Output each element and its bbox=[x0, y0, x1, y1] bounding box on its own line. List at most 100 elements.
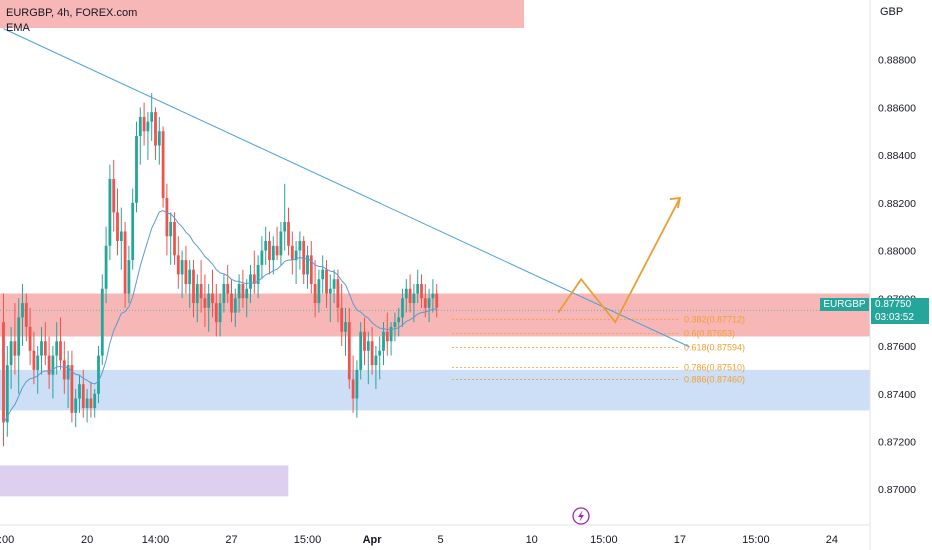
candle-body bbox=[119, 231, 123, 242]
time-tick-label: 14:00 bbox=[142, 534, 170, 546]
candle-body bbox=[245, 288, 249, 299]
candle-body bbox=[40, 341, 43, 356]
candle-body bbox=[287, 221, 290, 246]
time-axis: 4:00 20 14:00 27 15:00 Apr 5 10 15:00 17 15:00 24 bbox=[0, 534, 838, 546]
candle-body bbox=[294, 250, 298, 261]
candle-body bbox=[325, 269, 328, 294]
candle-body bbox=[385, 331, 389, 342]
candle-body bbox=[17, 317, 21, 356]
candle-body bbox=[344, 322, 347, 332]
candle-body bbox=[283, 221, 287, 232]
candle-body bbox=[404, 288, 408, 299]
candle-body bbox=[32, 350, 36, 370]
zone-layer bbox=[0, 0, 870, 497]
projection-arrowhead bbox=[669, 197, 682, 209]
candle-body bbox=[51, 355, 55, 375]
fib-label: 0.6(0.87653) bbox=[684, 328, 735, 338]
candle-body bbox=[21, 303, 24, 318]
symbol-title[interactable]: EURGBP, 4h, FOREX.com bbox=[6, 7, 138, 19]
candle-body bbox=[290, 245, 294, 261]
candle-body bbox=[302, 241, 306, 275]
candle-body bbox=[401, 298, 404, 318]
candle-body bbox=[74, 398, 78, 413]
overlay-layer bbox=[0, 28, 870, 423]
currency-label[interactable]: GBP bbox=[880, 6, 904, 18]
price-tick-label: 0.88200 bbox=[878, 198, 916, 210]
time-tick-label: 4:00 bbox=[0, 534, 14, 546]
last-price-badge: 0.87750 03:03:52 bbox=[871, 298, 929, 324]
candle-body bbox=[355, 369, 359, 399]
candle-body bbox=[378, 350, 382, 356]
candle-body bbox=[81, 384, 85, 409]
candle-body bbox=[9, 341, 13, 366]
candle-body bbox=[78, 384, 81, 399]
top-banner-zone bbox=[0, 0, 524, 28]
candle-body bbox=[62, 360, 66, 380]
candle-body bbox=[275, 245, 279, 256]
candle-body bbox=[123, 231, 127, 294]
candle-body bbox=[28, 326, 32, 351]
fib-label: 0.618(0.87594) bbox=[684, 342, 745, 352]
candle-body bbox=[97, 355, 100, 394]
candle-body bbox=[249, 274, 252, 289]
candle-body bbox=[264, 241, 268, 251]
fib-label: 0.382(0.87712) bbox=[684, 314, 745, 324]
candle-body bbox=[397, 317, 401, 323]
candle-body bbox=[135, 136, 138, 203]
candles-layer bbox=[2, 93, 439, 447]
time-tick-label: 15:00 bbox=[294, 534, 322, 546]
resistance-zone bbox=[0, 293, 870, 337]
price-tick-label: 0.87200 bbox=[878, 436, 916, 448]
candle-body bbox=[359, 331, 363, 370]
candle-body bbox=[127, 260, 131, 294]
price-tick-label: 0.87400 bbox=[878, 389, 916, 401]
candle-body bbox=[138, 116, 142, 137]
price-tick-label: 0.87600 bbox=[878, 341, 916, 353]
candle-body bbox=[199, 283, 203, 299]
candle-body bbox=[66, 365, 70, 380]
candle-body bbox=[382, 331, 385, 351]
candle-body bbox=[161, 131, 165, 199]
candle-body bbox=[435, 293, 439, 308]
candle-body bbox=[313, 283, 317, 304]
candle-body bbox=[169, 221, 173, 237]
last-price-value: 0.87750 bbox=[875, 299, 912, 310]
candle-body bbox=[192, 269, 195, 304]
candle-body bbox=[89, 398, 93, 409]
candle-body bbox=[207, 293, 211, 308]
candle-body bbox=[146, 121, 150, 132]
price-tick-label: 0.88800 bbox=[878, 55, 916, 67]
candle-body bbox=[298, 241, 302, 251]
chart-legend: EURGBP, 4h, FOREX.com EMA bbox=[6, 6, 137, 36]
candle-body bbox=[233, 298, 237, 313]
time-tick-label: 27 bbox=[225, 534, 237, 546]
candle-body bbox=[184, 260, 188, 284]
fib-layer: 0.382(0.87712) 0.6(0.87653) 0.618(0.87594)… bbox=[451, 314, 745, 384]
trendline bbox=[3, 28, 690, 348]
candle-body bbox=[393, 322, 397, 327]
candle-body bbox=[43, 341, 47, 356]
plot-background bbox=[0, 0, 870, 550]
candle-body bbox=[271, 245, 275, 261]
candle-body bbox=[416, 283, 420, 294]
lightning-icon[interactable] bbox=[572, 507, 590, 525]
time-tick-label: 20 bbox=[81, 534, 93, 546]
candle-body bbox=[2, 322, 5, 423]
candle-body bbox=[230, 293, 233, 313]
candle-body bbox=[431, 293, 435, 299]
time-tick-label: 15:00 bbox=[742, 534, 770, 546]
candle-body bbox=[260, 250, 264, 265]
candle-body bbox=[180, 260, 184, 275]
candle-body bbox=[366, 341, 370, 351]
candle-body bbox=[252, 274, 256, 284]
candle-body bbox=[423, 298, 427, 308]
price-tick-label: 0.88000 bbox=[878, 246, 916, 258]
candle-body bbox=[47, 355, 51, 375]
purple-zone bbox=[0, 465, 289, 497]
candle-body bbox=[412, 293, 416, 304]
candle-body bbox=[347, 322, 351, 380]
indicator-label[interactable]: EMA bbox=[6, 22, 30, 34]
fib-label: 0.886(0.87460) bbox=[684, 374, 745, 384]
candle-body bbox=[241, 283, 245, 299]
